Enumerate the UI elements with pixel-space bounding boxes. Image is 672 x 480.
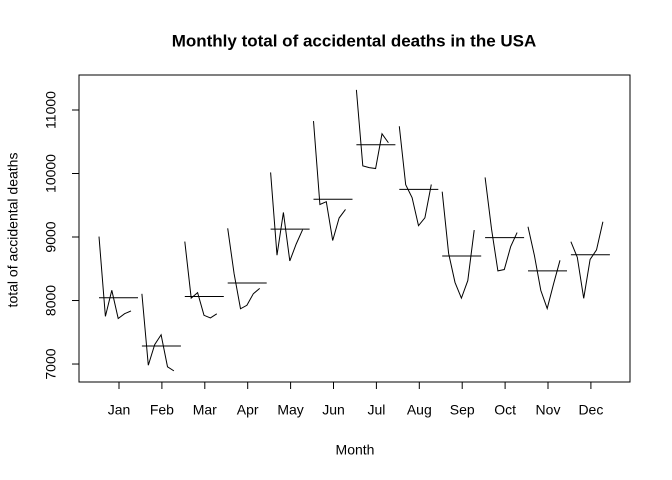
month-line — [484, 177, 518, 272]
x-tick-label: Aug — [407, 402, 432, 418]
month-line — [527, 226, 561, 311]
y-tick-label: 8000 — [43, 285, 59, 316]
month-line — [227, 228, 261, 310]
x-tick-label: Feb — [150, 402, 174, 418]
y-tick-label: 9000 — [43, 221, 59, 252]
x-tick-label: Dec — [578, 402, 603, 418]
y-tick-label: 11000 — [43, 91, 59, 129]
month-line — [184, 241, 218, 319]
month-line — [441, 191, 475, 300]
x-tick-label: Jul — [367, 402, 385, 418]
month-line — [270, 172, 304, 262]
y-tick-label: 7000 — [43, 348, 59, 379]
x-tick-label: Jun — [322, 402, 345, 418]
month-line — [98, 236, 132, 320]
plot-box — [78, 74, 631, 383]
y-axis-title: total of accidental deaths — [5, 153, 21, 308]
month-line — [398, 126, 432, 227]
chart-title: Monthly total of accidental deaths in th… — [172, 31, 537, 50]
x-tick-label: Apr — [237, 402, 259, 418]
x-tick-label: Oct — [494, 402, 516, 418]
x-tick-label: Mar — [193, 402, 217, 418]
month-line — [355, 89, 389, 170]
month-line — [141, 293, 175, 372]
x-tick-label: Jan — [108, 402, 131, 418]
x-tick-label: Sep — [450, 402, 475, 418]
month-line — [313, 121, 346, 241]
y-tick-label: 10000 — [43, 154, 59, 193]
x-axis-title: Month — [336, 442, 375, 458]
x-tick-label: Nov — [536, 402, 561, 418]
x-tick-label: May — [277, 402, 303, 418]
